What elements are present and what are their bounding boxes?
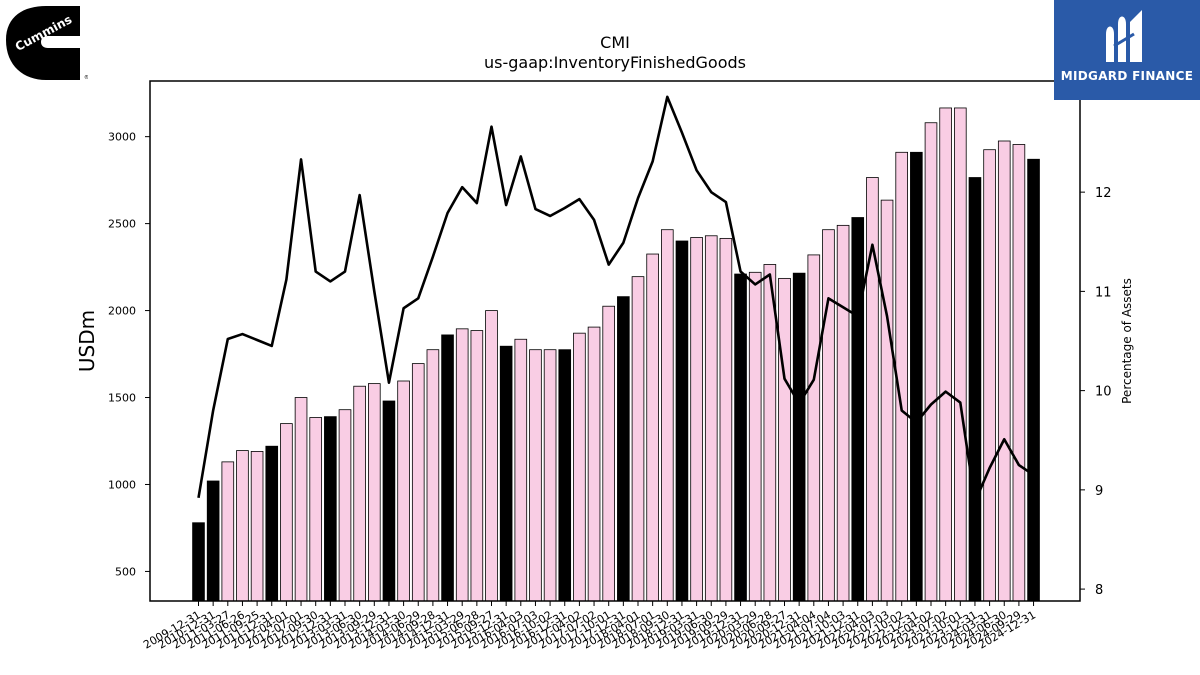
bar — [1027, 158, 1040, 602]
y-tick-label: 2500 — [108, 218, 136, 231]
bar — [236, 450, 249, 602]
cummins-logo-mark: Cummins ® — [6, 6, 89, 81]
y2-tick-label: 10 — [1095, 385, 1112, 400]
bar — [646, 253, 659, 602]
y2-tick-label: 12 — [1095, 186, 1112, 201]
bar — [675, 240, 689, 602]
bar — [206, 480, 220, 602]
bar — [983, 149, 996, 602]
bar — [382, 400, 396, 602]
midgard-logo-text: MIDGARD FINANCE — [1060, 69, 1194, 83]
bar — [997, 140, 1011, 602]
bar — [851, 217, 865, 602]
bar — [543, 349, 557, 602]
x-axis: 2009-12-312010-12-312011-03-272011-06-26… — [141, 601, 1038, 652]
bar — [455, 328, 469, 602]
bar — [704, 235, 718, 602]
bar — [690, 237, 703, 602]
bar — [734, 273, 747, 602]
y-tick-label: 500 — [115, 565, 136, 578]
bar — [587, 326, 601, 602]
chart-title: CMI — [600, 33, 630, 52]
bar — [880, 199, 894, 602]
bar — [309, 417, 322, 602]
midgard-logo-mark — [1106, 10, 1142, 62]
bar — [1012, 144, 1026, 602]
registered-mark: ® — [84, 74, 88, 81]
bar — [661, 229, 674, 602]
bar — [514, 338, 528, 602]
bar — [470, 330, 484, 602]
bar — [441, 334, 454, 602]
bar — [617, 296, 630, 602]
bar — [324, 416, 337, 602]
bar — [778, 277, 791, 602]
bar — [529, 349, 542, 602]
bar — [807, 254, 821, 602]
bar — [910, 151, 923, 602]
plot-frame — [149, 80, 1081, 602]
bar — [924, 122, 938, 602]
bar — [426, 349, 440, 602]
bar — [631, 276, 645, 602]
bar — [485, 310, 498, 602]
bar — [748, 271, 762, 602]
bar — [866, 177, 879, 602]
bar — [836, 224, 850, 602]
bar — [792, 272, 806, 602]
bar — [280, 423, 293, 602]
y2-tick-label: 11 — [1095, 285, 1112, 300]
bar — [397, 380, 410, 602]
y2-axis-label: Percentage of Assets — [1120, 278, 1134, 404]
bar — [192, 522, 205, 602]
y2-tick-label: 8 — [1095, 583, 1103, 598]
bar — [294, 397, 308, 602]
bar-series — [192, 107, 1040, 602]
bar — [968, 177, 982, 602]
bar — [602, 305, 615, 602]
bar — [939, 107, 952, 602]
bar — [719, 237, 733, 602]
right-y-axis: 8910111213 — [1080, 87, 1112, 598]
bar — [411, 363, 425, 602]
bar — [763, 264, 777, 602]
bar — [353, 385, 366, 602]
bar — [573, 332, 586, 602]
y2-tick-label: 9 — [1095, 484, 1103, 499]
chart-subtitle: us-gaap:InventoryFinishedGoods — [484, 53, 746, 72]
cummins-logo: Cummins ® — [4, 4, 89, 82]
bar — [558, 349, 572, 602]
bar — [954, 107, 967, 602]
bar — [250, 451, 264, 602]
y-tick-label: 1000 — [108, 478, 136, 491]
y-tick-label: 1500 — [108, 392, 136, 405]
left-y-axis: 500 1000 1500 2000 2500 3000 — [108, 131, 150, 578]
bar — [338, 409, 352, 602]
bar — [499, 345, 513, 602]
bar — [367, 383, 381, 602]
bar — [265, 445, 279, 602]
y-tick-label: 3000 — [108, 131, 136, 144]
percentage-line-series — [197, 95, 1035, 504]
percentage-line — [197, 95, 1035, 504]
y-axis-label: USDm — [75, 310, 99, 372]
bar — [221, 461, 235, 602]
y-tick-label: 2000 — [108, 305, 136, 318]
bar — [822, 229, 835, 602]
midgard-finance-logo: MIDGARD FINANCE — [1054, 0, 1200, 100]
